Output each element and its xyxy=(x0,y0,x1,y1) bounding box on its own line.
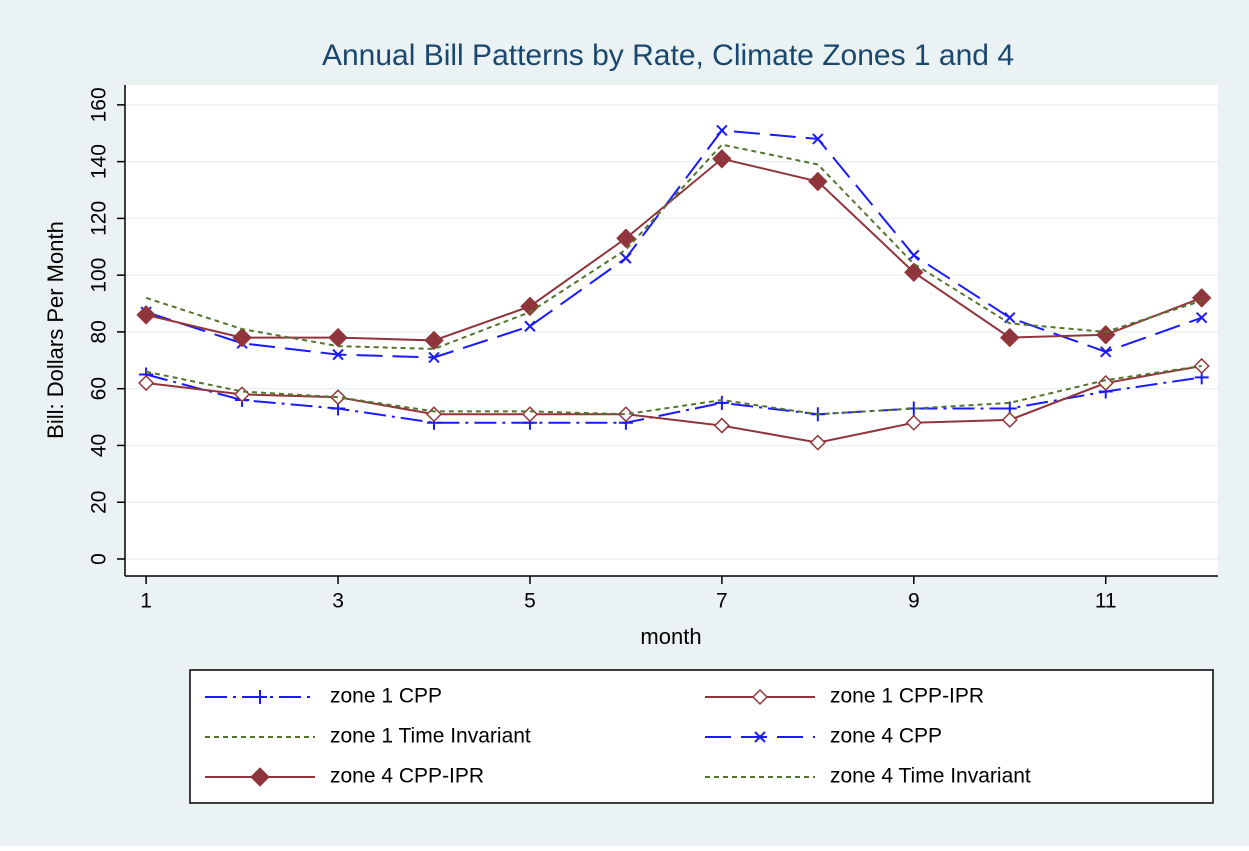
legend-label: zone 4 CPP xyxy=(830,725,942,748)
series-line xyxy=(145,364,1202,444)
x-tick-label: 7 xyxy=(716,590,728,613)
x-tick-label: 3 xyxy=(332,590,344,613)
x-axis-title: month xyxy=(640,624,701,649)
marker xyxy=(253,690,267,704)
marker xyxy=(332,348,344,361)
marker xyxy=(1001,411,1018,428)
marker xyxy=(905,414,922,431)
series-line xyxy=(145,143,1202,350)
x-tick-label: 11 xyxy=(1095,590,1117,613)
series-line xyxy=(145,373,1202,424)
legend-label: zone 4 Time Invariant xyxy=(830,765,1031,788)
y-tick-label: 160 xyxy=(88,87,111,122)
plot-region xyxy=(125,85,1218,576)
marker xyxy=(812,133,824,145)
series-line xyxy=(145,364,1202,416)
y-tick-label: 100 xyxy=(88,258,111,293)
marker xyxy=(808,171,828,192)
marker xyxy=(754,731,766,743)
legend-label: zone 4 CPP-IPR xyxy=(330,765,484,788)
marker xyxy=(714,395,729,410)
series-line xyxy=(145,129,1203,359)
marker xyxy=(1000,327,1020,348)
marker xyxy=(713,417,730,434)
marker xyxy=(232,327,252,348)
marker xyxy=(524,320,536,332)
y-tick-label: 80 xyxy=(88,320,111,343)
marker xyxy=(425,406,443,423)
marker xyxy=(616,228,636,248)
marker xyxy=(904,262,924,283)
series-line xyxy=(145,157,1203,342)
y-tick-label: 120 xyxy=(88,201,111,236)
x-tick-label: 9 xyxy=(908,590,920,613)
y-tick-label: 60 xyxy=(88,377,111,400)
y-axis-title: Bill: Dollars Per Month xyxy=(43,221,68,439)
marker xyxy=(520,296,540,317)
marker xyxy=(908,249,920,261)
marker xyxy=(1004,312,1016,324)
legend xyxy=(189,669,1214,804)
marker xyxy=(329,389,347,406)
x-tick-label: 5 xyxy=(524,590,536,613)
marker xyxy=(809,434,826,451)
marker xyxy=(617,406,634,423)
y-tick-label: 20 xyxy=(88,491,111,514)
marker xyxy=(428,351,440,364)
y-tick-label: 140 xyxy=(88,144,111,179)
marker xyxy=(620,252,632,264)
legend-label: zone 1 CPP xyxy=(330,685,442,708)
marker xyxy=(250,767,270,787)
legend-label: zone 1 CPP-IPR xyxy=(830,685,984,708)
marker xyxy=(1100,346,1112,358)
marker xyxy=(138,374,155,392)
marker xyxy=(424,330,444,351)
chart-title: Annual Bill Patterns by Rate, Climate Zo… xyxy=(322,39,1014,72)
legend-label: zone 1 Time Invariant xyxy=(330,725,531,748)
y-tick-label: 0 xyxy=(88,553,111,565)
y-tick-label: 40 xyxy=(88,434,111,457)
marker xyxy=(716,124,728,137)
x-tick-label: 1 xyxy=(140,590,152,613)
marker xyxy=(1191,288,1212,308)
marker xyxy=(1195,312,1208,324)
marker xyxy=(751,688,769,706)
marker xyxy=(712,149,732,169)
marker xyxy=(136,305,156,325)
